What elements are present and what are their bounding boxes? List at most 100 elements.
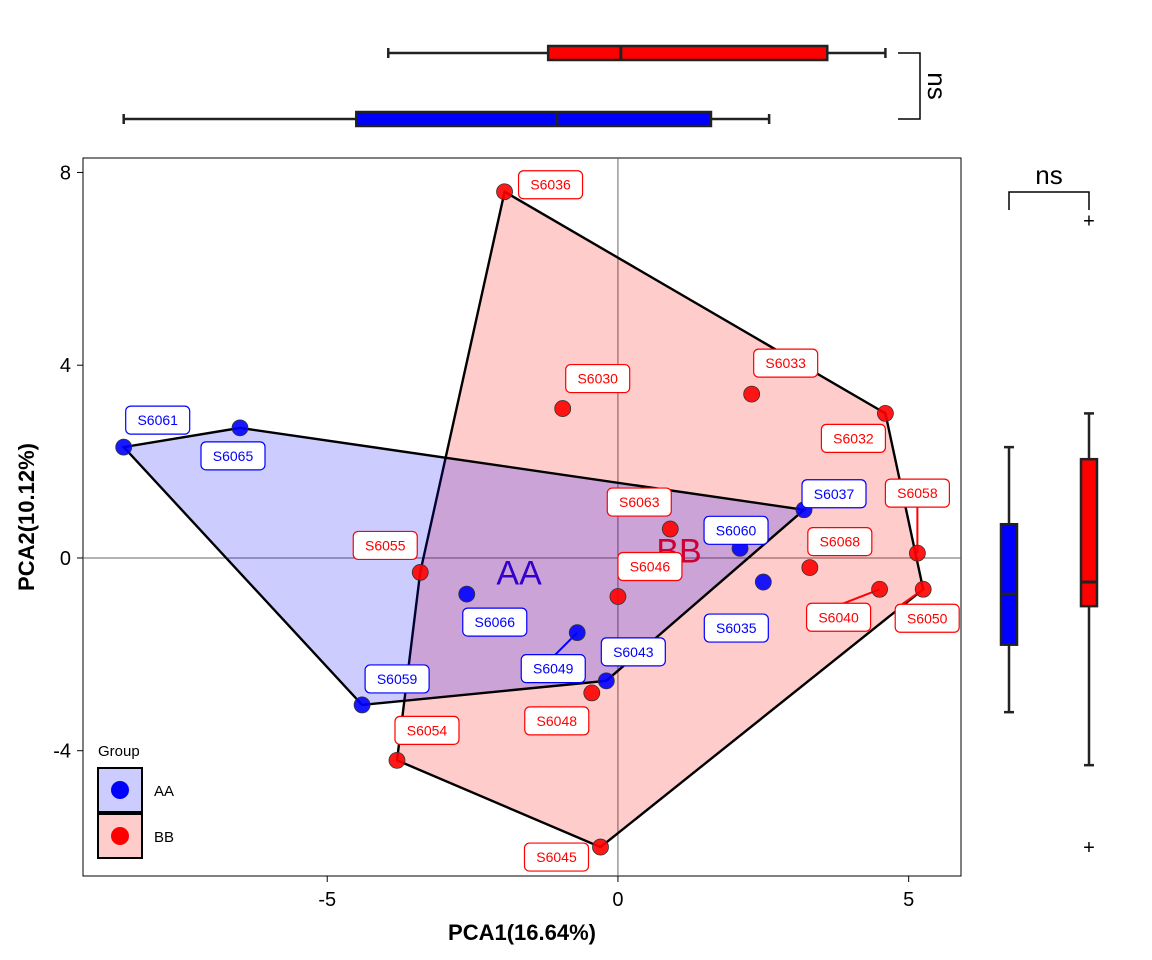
top-sig-label: ns — [922, 72, 952, 99]
label-s6043: S6043 — [600, 637, 666, 667]
label-text-s6046: S6046 — [630, 559, 671, 575]
point-s6040 — [871, 580, 888, 598]
label-s6046: S6046 — [617, 551, 683, 582]
label-box-s6049 — [520, 654, 586, 684]
label-text-s6049: S6049 — [533, 661, 574, 677]
label-s6066: S6066 — [462, 607, 528, 637]
group-label-aa: AA — [496, 554, 542, 592]
data-points — [115, 183, 932, 856]
label-text-s6040: S6040 — [818, 609, 859, 625]
label-text-s6050: S6050 — [907, 610, 948, 626]
box — [999, 522, 1019, 646]
point-s6061 — [115, 438, 133, 456]
box — [355, 110, 713, 128]
label-box-s6054 — [394, 715, 460, 745]
label-text-s6058: S6058 — [897, 485, 938, 501]
point-s6068 — [801, 559, 819, 576]
label-s6036: S6036 — [517, 170, 584, 200]
label-s6061: S6061 — [125, 405, 191, 435]
point-s6043 — [597, 672, 615, 690]
point-s6058 — [908, 544, 926, 562]
label-s6045: S6045 — [523, 842, 590, 872]
label-box-s6048 — [524, 706, 590, 736]
outlier-1: + — [1083, 837, 1095, 859]
label-s6030: S6030 — [565, 363, 631, 394]
label-box-s6061 — [125, 405, 191, 435]
label-s6037: S6037 — [801, 479, 867, 509]
top-sig-bracket — [898, 52, 921, 120]
label-box-s6059 — [364, 664, 430, 694]
label-box-s6066 — [462, 607, 528, 637]
label-s6055: S6055 — [352, 530, 418, 561]
label-s6049: S6049 — [520, 654, 586, 684]
y-tick-label-1: 0 — [60, 548, 71, 570]
outlier-0: + — [1083, 211, 1095, 233]
legend-entry-bb: BB — [97, 813, 174, 859]
point-s6055 — [411, 564, 429, 581]
point-s6049 — [568, 624, 586, 642]
label-s6032: S6032 — [820, 423, 887, 453]
top-boxplot-bb — [387, 44, 887, 62]
label-box-s6063 — [606, 487, 672, 517]
label-box-s6068 — [807, 526, 873, 557]
point-labels: S6061 S6065 S6037 S6060 S6035 S6066 S6049 S6043… — [125, 170, 960, 872]
label-text-s6043: S6043 — [613, 644, 654, 660]
x-tick-label-2: 5 — [903, 889, 914, 911]
label-text-s6045: S6045 — [536, 849, 577, 865]
label-text-s6061: S6061 — [137, 412, 178, 428]
label-box-s6040 — [805, 602, 872, 632]
legend-dot-aa — [111, 781, 129, 799]
label-text-s6066: S6066 — [475, 614, 516, 630]
y-axis-title: PCA2(10.12%) — [14, 443, 39, 591]
label-box-s6036 — [517, 170, 584, 200]
label-box-s6030 — [565, 363, 631, 394]
legend-label-aa: AA — [154, 783, 174, 800]
right-boxplot-aa — [999, 445, 1019, 714]
label-text-s6033: S6033 — [765, 355, 806, 371]
right-sig-bracket — [1008, 191, 1090, 210]
label-text-s6059: S6059 — [377, 671, 418, 687]
point-s6063 — [661, 520, 679, 538]
label-box-s6045 — [523, 842, 590, 872]
top-boxplot-aa — [122, 110, 771, 128]
label-box-s6050 — [894, 603, 960, 633]
right-sig-label: ns — [1035, 160, 1062, 190]
y-tick-label-0: -4 — [53, 741, 71, 763]
label-box-s6046 — [617, 551, 683, 582]
label-text-s6068: S6068 — [820, 534, 861, 550]
label-text-s6054: S6054 — [407, 722, 448, 738]
label-text-s6065: S6065 — [213, 448, 254, 464]
point-s6066 — [458, 585, 476, 603]
legend: Group AA BB — [97, 743, 174, 859]
label-s6040: S6040 — [805, 602, 872, 632]
point-s6036 — [496, 183, 513, 201]
label-box-s6043 — [600, 637, 666, 667]
x-tick-label-1: 0 — [612, 889, 623, 911]
label-text-s6035: S6035 — [716, 620, 757, 636]
reference-lines — [83, 158, 961, 876]
right-boxplot-bb: ++ — [1079, 211, 1099, 859]
label-box-s6032 — [820, 423, 887, 453]
label-s6065: S6065 — [200, 441, 266, 471]
label-s6054: S6054 — [394, 715, 460, 745]
label-text-s6055: S6055 — [365, 537, 406, 553]
label-s6068: S6068 — [807, 526, 873, 557]
label-s6059: S6059 — [364, 664, 430, 694]
legend-dot-bb — [111, 827, 129, 845]
label-s6058: S6058 — [884, 478, 950, 508]
point-s6030 — [554, 400, 572, 417]
legend-entry-aa: AA — [97, 767, 174, 813]
legend-title: Group — [98, 743, 140, 760]
box — [546, 44, 829, 62]
point-s6059 — [353, 696, 371, 714]
label-text-s6060: S6060 — [716, 522, 757, 538]
point-s6065 — [231, 419, 249, 437]
label-s6063: S6063 — [606, 487, 672, 517]
label-s6048: S6048 — [524, 706, 590, 736]
label-s6033: S6033 — [753, 348, 819, 378]
label-text-s6048: S6048 — [537, 713, 578, 729]
point-s6046 — [609, 588, 627, 605]
label-box-s6037 — [801, 479, 867, 509]
